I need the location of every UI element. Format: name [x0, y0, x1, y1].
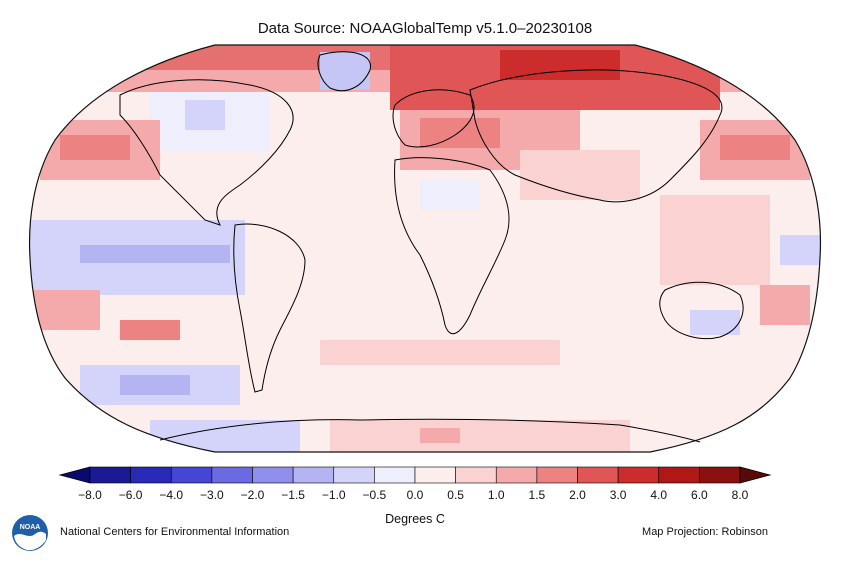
- colorbar-swatch: [130, 466, 172, 484]
- colorbar-swatch: [252, 466, 294, 484]
- colorbar-tick-label: −2.0: [240, 488, 265, 502]
- europe-outline: [392, 89, 475, 148]
- greenland-cold-spot: [320, 52, 370, 90]
- colorbar: [58, 466, 772, 484]
- colorbar-tick-label: −1.5: [281, 488, 305, 502]
- anomaly-field: [29, 45, 821, 452]
- colorbar-under-arrow: [58, 466, 91, 484]
- colorbar-tick-label: 1.0: [487, 488, 505, 502]
- map-title: Data Source: NOAAGlobalTemp v5.1.0–20230…: [257, 20, 593, 37]
- colorbar-tick-label: −1.0: [321, 488, 346, 502]
- africa-outline: [394, 157, 510, 335]
- colorbar-tick-label: 8.0: [731, 488, 749, 502]
- colorbar-tick-label: −6.0: [118, 488, 143, 502]
- colorbar-swatch: [577, 466, 619, 484]
- colorbar-swatch: [455, 466, 497, 484]
- colorbar-swatch: [658, 466, 700, 484]
- antarctica-outline: [159, 418, 701, 443]
- colorbar-swatch: [170, 466, 213, 484]
- colorbar-tick-label: −3.0: [200, 488, 224, 502]
- australia-outline: [659, 281, 744, 340]
- colorbar-swatch: [89, 466, 131, 484]
- colorbar-tick-label: 0.5: [447, 488, 464, 502]
- colorbar-tick-label: 2.0: [569, 488, 586, 502]
- colorbar-tick-label: −8.0: [78, 488, 102, 502]
- north-america-outline: [119, 79, 294, 226]
- greenland-outline: [317, 51, 371, 92]
- org-label: National Centers for Environmental Infor…: [60, 526, 290, 538]
- colorbar-tick-label: −4.0: [159, 488, 184, 502]
- colorbar-tick-label: 1.5: [528, 488, 546, 502]
- colorbar-swatch: [374, 466, 416, 484]
- colorbar-swatch: [699, 466, 741, 484]
- colorbar-swatch: [495, 466, 538, 484]
- noaa-logo: NOAA: [12, 515, 48, 551]
- colorbar-swatch: [211, 466, 253, 484]
- units-label: Degrees C: [385, 512, 445, 526]
- noaa-logo-text: NOAA: [20, 524, 41, 531]
- colorbar-tick-label: −0.5: [362, 488, 387, 502]
- south-america-outline: [233, 223, 306, 393]
- colorbar-tick-label: 0.0: [406, 488, 424, 502]
- colorbar-swatch: [536, 466, 578, 484]
- colorbar-swatch: [333, 466, 375, 484]
- colorbar-tick-label: 6.0: [691, 488, 708, 502]
- colorbar-swatch: [617, 466, 660, 484]
- colorbar-tick-label: 3.0: [609, 488, 627, 502]
- globe-outline: [28, 44, 822, 453]
- colorbar-swatch: [414, 466, 456, 484]
- projection-label: Map Projection: Robinson: [642, 526, 768, 538]
- colorbar-tick-label: 4.0: [650, 488, 668, 502]
- asia-outline: [469, 69, 723, 203]
- coastlines: [119, 51, 744, 443]
- colorbar-over-arrow: [739, 466, 772, 484]
- colorbar-swatch: [292, 466, 335, 484]
